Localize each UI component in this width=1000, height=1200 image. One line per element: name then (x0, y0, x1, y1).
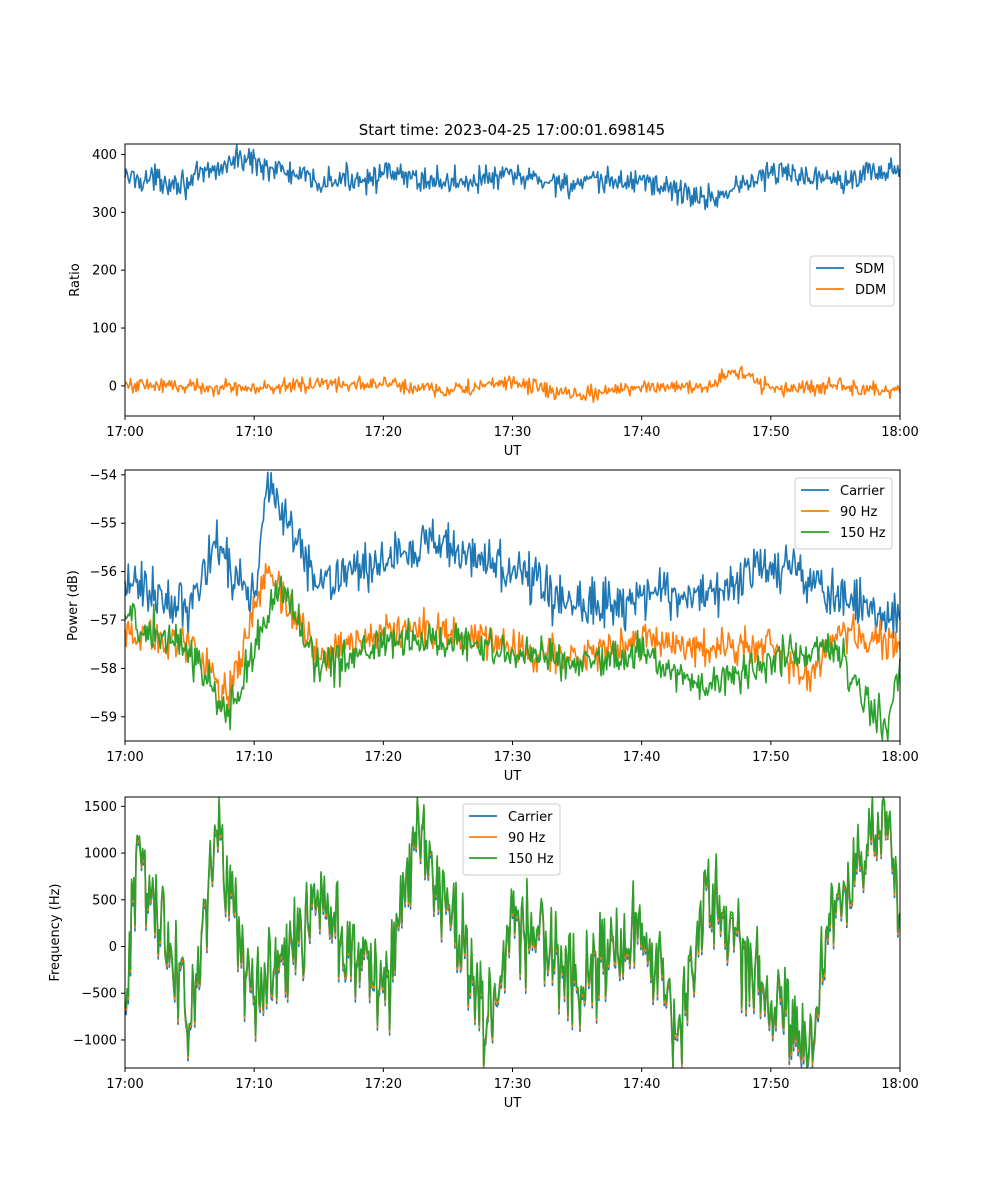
legend-label: 150 Hz (840, 526, 886, 541)
legend-label: 90 Hz (840, 505, 877, 520)
legend: Carrier 90 Hz 150 Hz (794, 477, 893, 550)
series-line-sdm (124, 144, 901, 211)
chart-2: 17:00 17:10 17:20 17:30 17:40 17:50 18:00 −54 −5… (66, 468, 919, 784)
y-tick-label: 500 (92, 893, 117, 908)
y-axis-label: Power (dB) (66, 570, 81, 641)
y-tick-label: 0 (109, 379, 117, 394)
y-axis-label: Ratio (68, 263, 83, 296)
series-line-carrier (124, 471, 901, 639)
x-axis-label: UT (504, 444, 522, 459)
legend-label: DDM (855, 283, 886, 298)
series-line-150-hz (124, 575, 901, 741)
y-tick-label: 400 (92, 148, 117, 163)
x-tick-label: 18:00 (881, 1077, 918, 1092)
y-tick-label: 1500 (84, 800, 117, 815)
x-tick-label: 17:40 (623, 750, 660, 765)
plot-frame (124, 469, 901, 742)
y-tick-label: −55 (90, 517, 117, 532)
y-tick-label: 0 (109, 940, 117, 955)
y-tick-label: 1000 (84, 847, 117, 862)
chart-1: 17:00 17:10 17:20 17:30 17:40 17:50 18:00 0 100 2… (68, 143, 919, 459)
legend: SDM DDM (809, 255, 895, 307)
x-tick-label: 17:30 (494, 750, 531, 765)
y-tick-label: 100 (92, 322, 117, 337)
x-tick-label: 17:50 (752, 1077, 789, 1092)
x-axis-label: UT (504, 769, 522, 784)
x-tick-label: 17:10 (235, 425, 272, 440)
x-tick-label: 17:30 (494, 425, 531, 440)
legend-label: 90 Hz (508, 831, 545, 846)
legend-label: Carrier (508, 810, 553, 825)
x-tick-label: 17:50 (752, 750, 789, 765)
y-tick-label: −57 (90, 614, 117, 629)
legend-label: 150 Hz (508, 852, 554, 867)
x-tick-label: 17:10 (235, 1077, 272, 1092)
series-line-ddm (124, 365, 901, 403)
plot-frame (124, 143, 901, 417)
y-tick-label: −54 (90, 468, 117, 483)
x-tick-label: 17:00 (106, 750, 143, 765)
chart-3: 17:00 17:10 17:20 17:30 17:40 17:50 18:00 −1000… (48, 796, 919, 1111)
x-tick-label: 17:10 (235, 750, 272, 765)
y-tick-label: −1000 (73, 1033, 117, 1048)
x-tick-label: 17:20 (365, 750, 402, 765)
y-tick-label: −56 (90, 565, 117, 580)
y-axis-label: Frequency (Hz) (48, 883, 63, 981)
x-tick-label: 17:20 (365, 1077, 402, 1092)
x-tick-label: 18:00 (881, 750, 918, 765)
x-tick-label: 17:30 (494, 1077, 531, 1092)
x-axis-label: UT (504, 1096, 522, 1111)
legend-label: SDM (855, 262, 884, 277)
x-tick-label: 18:00 (881, 425, 918, 440)
x-tick-label: 17:40 (623, 425, 660, 440)
x-tick-label: 17:00 (106, 1077, 143, 1092)
series-line-150-hz (124, 797, 901, 1068)
y-tick-label: −59 (90, 710, 117, 725)
figure-title: Start time: 2023-04-25 17:00:01.698145 (359, 121, 665, 139)
y-tick-label: −58 (90, 662, 117, 677)
x-tick-label: 17:00 (106, 425, 143, 440)
x-tick-label: 17:20 (365, 425, 402, 440)
legend-label: Carrier (840, 484, 885, 499)
y-tick-label: 200 (92, 264, 117, 279)
x-tick-label: 17:50 (752, 425, 789, 440)
legend: Carrier 90 Hz 150 Hz (462, 803, 561, 876)
x-tick-label: 17:40 (623, 1077, 660, 1092)
y-tick-label: −500 (81, 987, 117, 1002)
y-tick-label: 300 (92, 206, 117, 221)
